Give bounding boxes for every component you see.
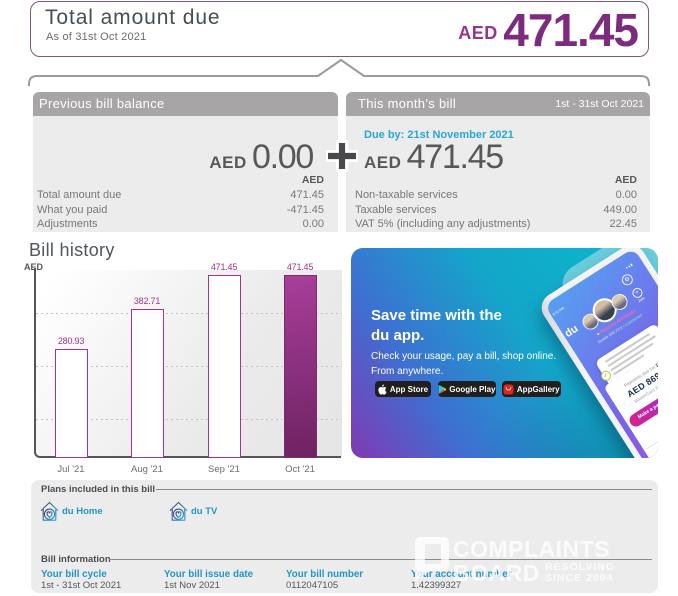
svg-text:SINCE 2004: SINCE 2004 [545, 572, 613, 584]
svg-text:RESOLVING: RESOLVING [545, 561, 615, 573]
svg-text:BOARD: BOARD [453, 560, 540, 584]
svg-text:COMPLAINTS: COMPLAINTS [453, 536, 610, 562]
